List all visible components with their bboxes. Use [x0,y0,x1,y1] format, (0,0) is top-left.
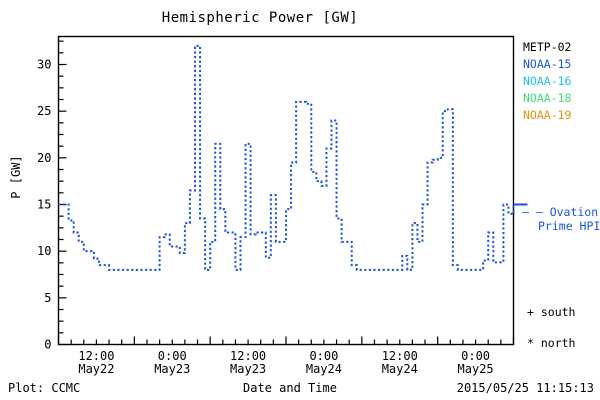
x-tick-time: 0:00 [461,349,491,363]
footer-plot-source: Plot: CCMC [8,381,81,395]
plot-frame [57,35,515,346]
ovation-legend-line2: Prime HPI [538,219,600,233]
x-tick-label-3: 0:00 May24 [289,350,359,376]
y-tick-label-5: 5 [44,291,51,305]
hemisphere-marks: + south * north [527,297,575,359]
x-tick-label-4: 12:00 May24 [365,350,435,376]
x-tick-label-2: 12:00 May23 [213,350,283,376]
x-tick-time: 12:00 [78,349,115,363]
ovation-legend-line1: — — Ovation [522,205,599,219]
x-tick-time: 12:00 [381,349,418,363]
legend-item-noaa-15: NOAA-15 [523,57,572,71]
x-tick-time: 12:00 [230,349,267,363]
legend-item-noaa-19: NOAA-19 [523,108,572,122]
x-tick-date: May24 [305,362,342,376]
x-tick-date: May25 [457,362,494,376]
x-tick-date: May22 [78,362,115,376]
x-tick-date: May23 [230,362,267,376]
legend-item-metp-02: METP-02 [523,40,572,54]
y-tick-label-25: 25 [37,104,51,118]
mark-south: + south [527,305,576,319]
x-tick-label-1: 0:00 May23 [137,350,207,376]
data-series-noaa-15 [58,44,515,271]
chart-title: Hemispheric Power [GW] [161,10,359,26]
y-tick-label-20: 20 [37,151,51,165]
x-axis-label: Date and Time [243,381,337,395]
x-tick-date: May24 [381,362,418,376]
x-tick-time: 0:00 [157,349,187,363]
x-tick-label-0: 12:00 May22 [61,350,131,376]
x-tick-date: May23 [154,362,191,376]
y-tick-label-15: 15 [37,198,51,212]
legend-item-noaa-16: NOAA-16 [523,74,572,88]
x-tick-label-5: 0:00 May25 [441,350,511,376]
ovation-legend: — — Ovation Prime HPI [522,205,600,233]
x-tick-time: 0:00 [309,349,339,363]
y-tick-label-0: 0 [44,338,51,352]
legend-item-noaa-18: NOAA-18 [523,91,572,105]
legend: METP-02 NOAA-15 NOAA-16 NOAA-18 NOAA-19 [523,39,571,124]
y-tick-label-10: 10 [37,244,51,258]
y-tick-label-30: 30 [37,58,51,72]
mark-north: * north [527,336,576,350]
footer-timestamp: 2015/05/25 11:15:13 [456,381,594,395]
